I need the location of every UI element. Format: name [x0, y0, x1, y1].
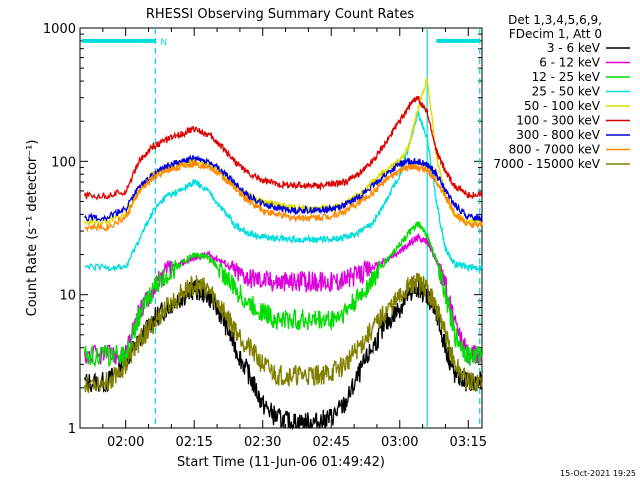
flag-label: N — [160, 38, 167, 48]
legend-label: 300 - 800 keV — [516, 128, 600, 142]
legend: Det 1,3,4,5,6,9,FDecim 1, Att 03 - 6 keV… — [493, 13, 630, 171]
legend-label: 12 - 25 keV — [532, 70, 601, 84]
x-tick-label: 03:00 — [381, 435, 418, 450]
x-axis-label: Start Time (11-Jun-06 01:49:42) — [177, 455, 385, 470]
y-tick-label: 1000 — [43, 22, 76, 37]
legend-label: 7000 - 15000 keV — [493, 157, 600, 171]
legend-label: 50 - 100 keV — [524, 99, 601, 113]
y-axis-label: Count Rate (s⁻¹ detector⁻¹) — [25, 140, 40, 317]
series-line — [83, 220, 483, 368]
y-tick-label: 100 — [51, 155, 76, 170]
series-line — [83, 233, 483, 366]
legend-label: 25 - 50 keV — [532, 85, 601, 99]
chart-title: RHESSI Observing Summary Count Rates — [146, 7, 415, 22]
legend-label: 800 - 7000 keV — [509, 143, 601, 157]
x-tick-label: 02:30 — [244, 435, 281, 450]
legend-label: 3 - 6 keV — [547, 41, 601, 55]
legend-label: 6 - 12 keV — [539, 56, 601, 70]
x-tick-label: 02:45 — [313, 435, 350, 450]
series-line — [84, 154, 483, 223]
series-line — [84, 159, 483, 233]
legend-header: Det 1,3,4,5,6,9, — [508, 13, 602, 27]
x-tick-label: 02:00 — [107, 435, 144, 450]
series-line — [83, 272, 483, 394]
y-tick-label: 1 — [68, 422, 76, 437]
series-line — [84, 110, 483, 273]
y-tick-label: 10 — [59, 289, 76, 304]
x-tick-label: 03:15 — [450, 435, 487, 450]
series-line — [83, 95, 483, 201]
legend-header: FDecim 1, Att 0 — [509, 27, 602, 41]
plot-frame — [79, 27, 483, 429]
legend-label: 100 - 300 keV — [516, 114, 600, 128]
footer-timestamp: 15-Oct-2021 19:25 — [560, 469, 636, 478]
x-tick-label: 02:15 — [175, 435, 212, 450]
series-line — [84, 77, 483, 227]
